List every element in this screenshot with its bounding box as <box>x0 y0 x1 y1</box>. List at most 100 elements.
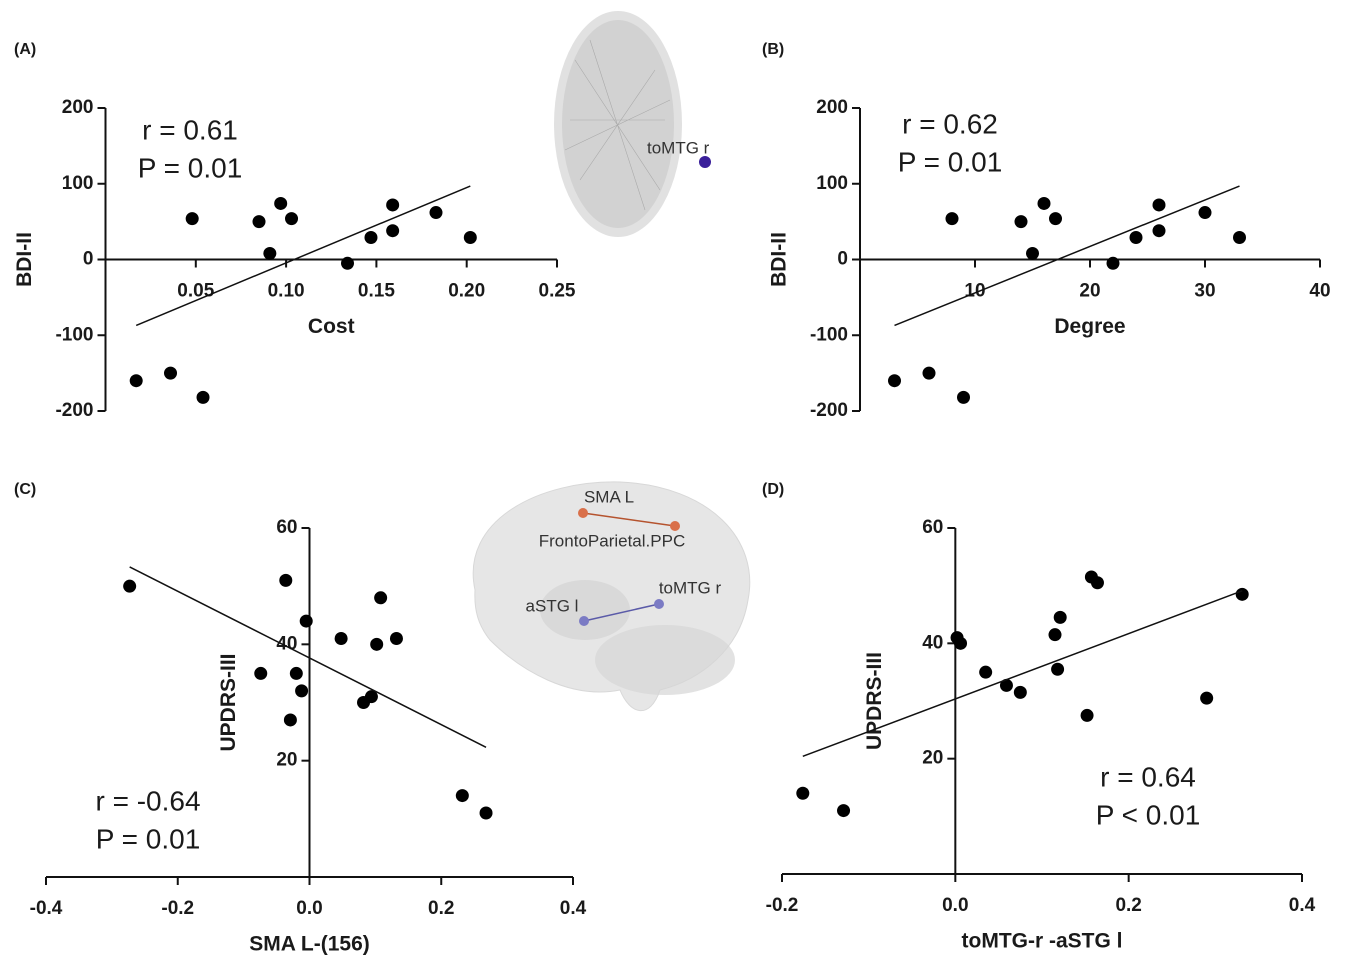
y-tick-label: 200 <box>62 97 94 118</box>
point <box>1051 662 1065 676</box>
x-axis-title: Cost <box>308 315 355 338</box>
point <box>129 374 143 388</box>
y-axis-title: UPDRS-III <box>217 653 240 751</box>
x-tick-label: 10 <box>964 281 985 302</box>
y-axis-title: BDI-II <box>768 232 791 287</box>
annotation: P < 0.01 <box>1096 799 1201 830</box>
x-tick-label: 0.15 <box>358 281 395 302</box>
y-axis-title: BDI-II <box>13 232 36 287</box>
x-tick-label: -0.2 <box>161 898 194 919</box>
point <box>1026 246 1039 260</box>
x-tick-label: 0.20 <box>448 281 485 302</box>
point <box>1152 198 1166 212</box>
point <box>1037 196 1051 210</box>
point <box>979 665 993 679</box>
y-tick-label: -200 <box>55 400 93 421</box>
point <box>283 713 297 727</box>
panel-label: (B) <box>762 41 784 58</box>
x-tick-label: 0.4 <box>1289 895 1316 916</box>
x-tick-label: 20 <box>1079 281 1100 302</box>
annotation: r = 0.61 <box>142 114 238 145</box>
point <box>796 786 810 800</box>
point <box>922 366 936 380</box>
y-tick-label: 40 <box>276 633 297 654</box>
point <box>1152 224 1166 238</box>
inset-label: aSTG l <box>526 596 579 615</box>
x-tick-label: 0.10 <box>268 281 305 302</box>
x-tick-label: -0.4 <box>30 898 63 919</box>
annotation: r = -0.64 <box>95 785 200 816</box>
point <box>1233 231 1246 245</box>
trend-line <box>129 566 487 748</box>
point <box>888 374 901 388</box>
point <box>1013 685 1027 699</box>
point <box>164 366 178 380</box>
panel-label: (D) <box>762 481 784 498</box>
point <box>463 231 477 245</box>
point <box>1129 231 1143 245</box>
point <box>285 212 299 226</box>
y-tick-label: 60 <box>922 517 943 538</box>
point <box>374 591 388 605</box>
y-axis-title: UPDRS-III <box>863 652 886 750</box>
point <box>1200 691 1214 705</box>
point <box>1106 256 1120 270</box>
point <box>1080 708 1094 722</box>
brain-inset-side: SMA L FrontoParietal.PPC toMTG r aSTG l <box>472 481 751 712</box>
point <box>254 666 268 680</box>
point <box>837 804 851 818</box>
x-tick-label: 0.2 <box>1115 895 1141 916</box>
x-tick-label: -0.2 <box>766 895 799 916</box>
y-tick-label: 100 <box>816 173 848 194</box>
x-tick-label: 30 <box>1194 281 1215 302</box>
x-tick-label: 0.0 <box>942 895 968 916</box>
point <box>252 215 266 229</box>
x-tick-label: 40 <box>1309 281 1330 302</box>
point <box>429 206 443 220</box>
point <box>1048 628 1062 642</box>
point <box>185 212 199 226</box>
point <box>1014 215 1028 229</box>
inset-label: SMA L <box>584 487 634 506</box>
point <box>1053 610 1067 624</box>
point <box>299 614 313 628</box>
y-tick-label: 0 <box>83 249 94 270</box>
y-tick-label: 40 <box>922 632 943 653</box>
y-tick-label: 20 <box>922 748 943 769</box>
point <box>289 666 303 680</box>
point <box>263 246 277 260</box>
panel-label: (C) <box>14 481 36 498</box>
point <box>295 684 309 698</box>
y-tick-label: 100 <box>62 173 94 194</box>
point <box>945 212 959 226</box>
point <box>479 806 493 820</box>
inset-label: toMTG r <box>647 138 710 157</box>
y-tick-label: 60 <box>276 517 297 538</box>
point <box>123 579 137 593</box>
y-tick-label: -100 <box>810 324 848 345</box>
point <box>957 390 970 404</box>
trend-line <box>135 185 471 327</box>
y-tick-label: -100 <box>55 324 93 345</box>
y-tick-label: 200 <box>816 97 848 118</box>
point <box>334 632 348 646</box>
point <box>389 632 403 646</box>
annotation: P = 0.01 <box>96 823 201 854</box>
trend-line <box>802 590 1243 758</box>
inset-label: toMTG r <box>659 578 722 597</box>
trend-line <box>894 185 1240 327</box>
point <box>1049 212 1062 226</box>
x-axis-title: SMA L-(156) <box>249 933 370 956</box>
point <box>364 690 378 704</box>
point <box>196 390 210 404</box>
point <box>386 198 400 212</box>
point <box>386 224 400 238</box>
x-tick-label: 0.25 <box>539 281 576 302</box>
point <box>1090 576 1104 590</box>
point <box>999 678 1013 692</box>
point <box>954 636 968 650</box>
inset-label: FrontoParietal.PPC <box>539 531 685 550</box>
brain-inset-top: toMTG r <box>554 11 711 237</box>
annotation: P = 0.01 <box>138 152 243 183</box>
